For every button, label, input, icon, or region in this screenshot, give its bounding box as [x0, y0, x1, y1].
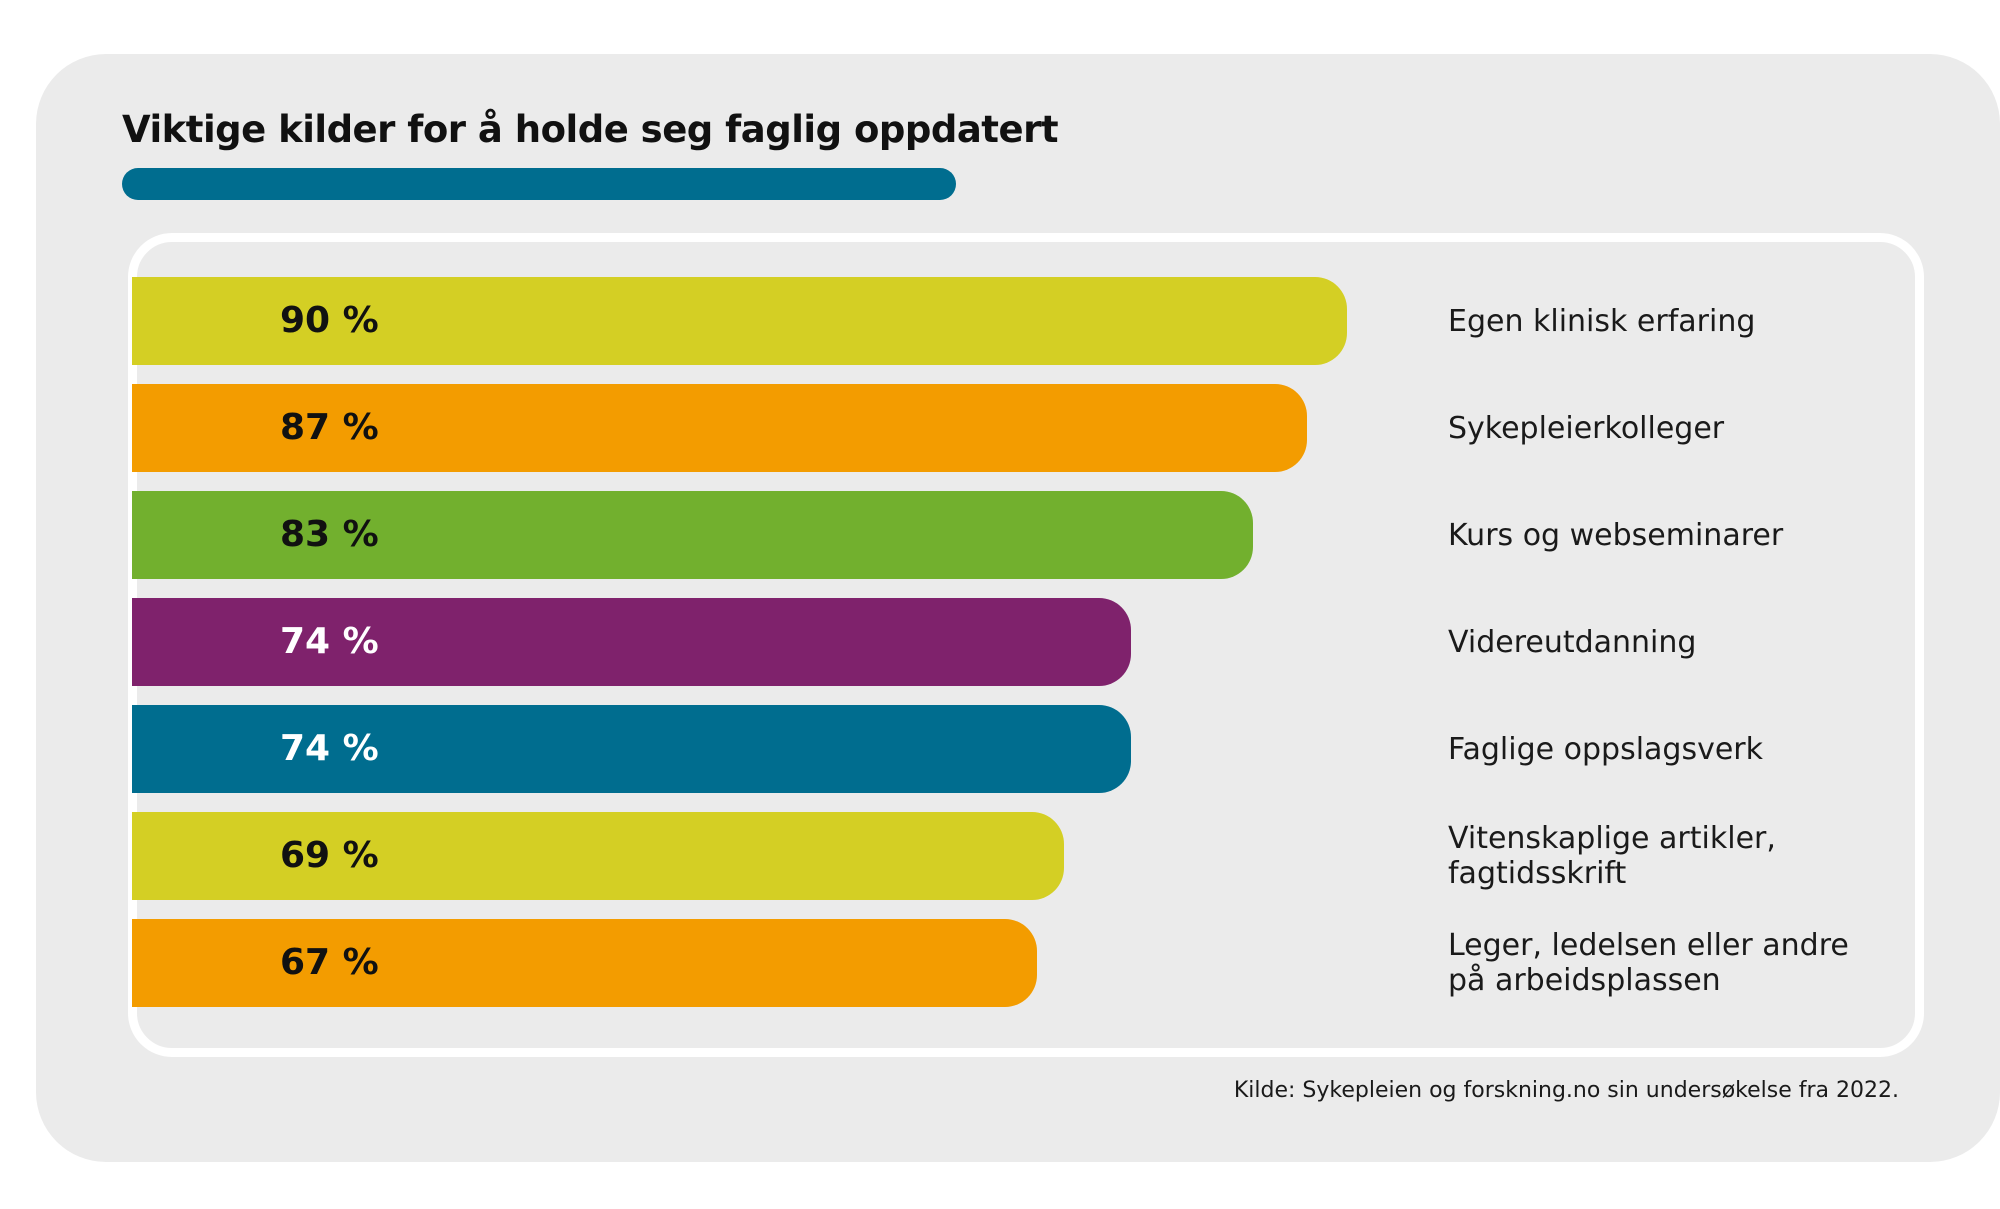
category-label: Faglige oppslagsverk: [1448, 731, 1764, 767]
category-label: Vitenskaplige artikler, fagtidsskrift: [1448, 821, 1776, 891]
bar-value-label: 87 %: [280, 407, 379, 448]
chart-title: Viktige kilder for å holde seg faglig op…: [122, 108, 1059, 151]
bar-value-label: 83 %: [280, 514, 379, 555]
category-label: Sykepleierkolleger: [1448, 410, 1725, 446]
bar: [132, 812, 1064, 900]
bar: [132, 705, 1131, 793]
category-label: Kurs og webseminarer: [1448, 517, 1784, 553]
bar-value-label: 74 %: [280, 728, 379, 769]
category-label: Leger, ledelsen eller andre på arbeidspl…: [1448, 928, 1849, 998]
bar-value-label: 74 %: [280, 621, 379, 662]
bar: [132, 277, 1347, 365]
source-note: Kilde: Sykepleien og forskning.no sin un…: [1233, 1078, 1899, 1103]
bar: [132, 598, 1131, 686]
category-label: Videreutdanning: [1448, 624, 1697, 660]
category-label: Egen klinisk erfaring: [1448, 303, 1756, 339]
bar-value-label: 69 %: [280, 835, 379, 876]
bar: [132, 384, 1307, 472]
title-underline: [122, 168, 956, 200]
bar: [132, 919, 1037, 1007]
bar-value-label: 90 %: [280, 300, 379, 341]
bar: [132, 491, 1253, 579]
bar-value-label: 67 %: [280, 942, 379, 983]
